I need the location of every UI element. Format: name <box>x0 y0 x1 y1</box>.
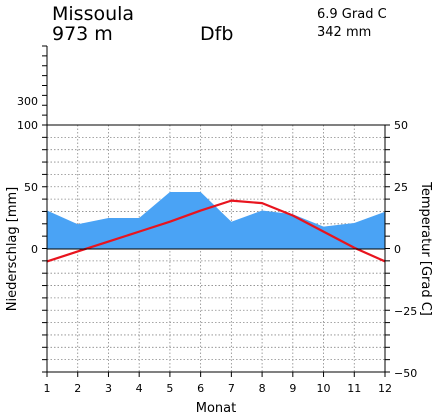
x-tick-label: 10 <box>317 382 331 395</box>
x-tick-label: 4 <box>136 382 143 395</box>
axes <box>42 45 390 377</box>
x-tick-label: 6 <box>197 382 204 395</box>
y-right-tick-label: 0 <box>394 243 401 256</box>
x-tick-label: 1 <box>44 382 51 395</box>
x-tick-label: 3 <box>105 382 112 395</box>
mean-temperature: 6.9 Grad C <box>317 7 387 22</box>
x-tick-label: 9 <box>289 382 296 395</box>
precipitation-area <box>46 191 386 249</box>
x-tick-label: 8 <box>259 382 266 395</box>
annual-precipitation: 342 mm <box>317 25 371 40</box>
temperature-series <box>46 199 386 263</box>
station-name: Missoula <box>52 3 134 25</box>
station-elevation: 973 m <box>52 23 113 45</box>
y-left-tick-label: 300 <box>17 95 38 108</box>
x-tick-label: 11 <box>347 382 361 395</box>
y-axis-left-title: Niederschlag [mm] <box>5 187 20 312</box>
y-right-tick-label: −50 <box>394 367 417 380</box>
x-tick-label: 7 <box>228 382 235 395</box>
x-tick-label: 2 <box>74 382 81 395</box>
x-tick-label: 5 <box>166 382 173 395</box>
y-left-tick-label: 50 <box>24 181 38 194</box>
climate-class: Dfb <box>200 23 233 45</box>
y-left-tick-label: 100 <box>17 119 38 132</box>
y-right-tick-label: −25 <box>394 305 417 318</box>
precipitation-fill <box>47 191 385 249</box>
x-axis-title: Monat <box>196 401 236 416</box>
y-right-tick-label: 25 <box>394 181 408 194</box>
y-right-tick-label: 50 <box>394 119 408 132</box>
y-axis-right-title: Temperatur [Grad C] <box>418 181 433 316</box>
x-tick-label: 12 <box>378 382 392 395</box>
y-left-tick-label: 0 <box>31 243 38 256</box>
